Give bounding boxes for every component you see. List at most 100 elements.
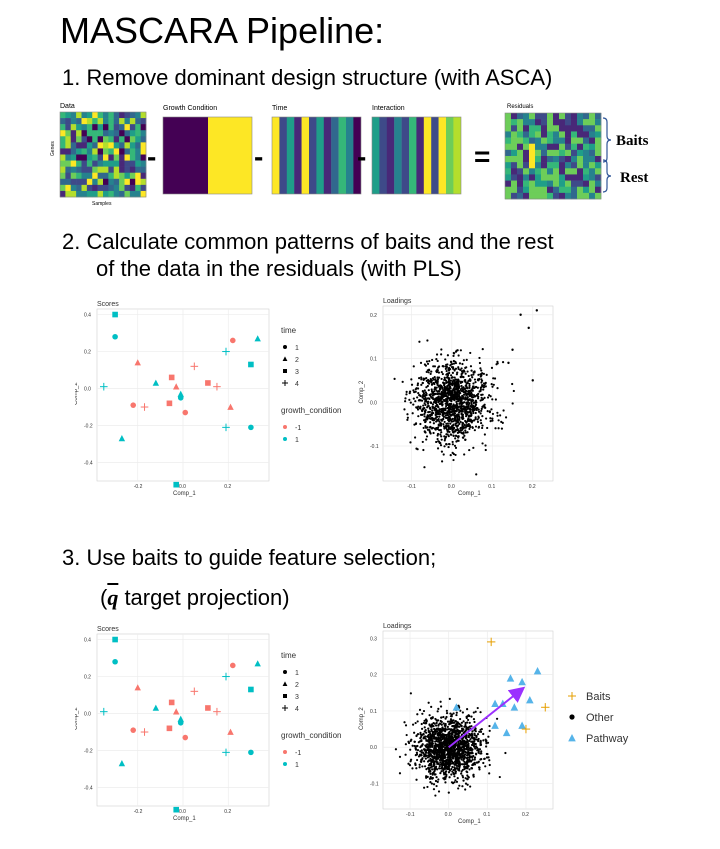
loading-point — [445, 712, 449, 715]
loading-point — [456, 755, 459, 758]
loading-point — [446, 720, 450, 723]
loading-point — [457, 439, 460, 442]
loading-point — [483, 403, 486, 406]
loading-point — [449, 737, 453, 740]
loading-point — [445, 392, 448, 395]
residuals-heatmap-cell — [553, 156, 560, 163]
time-heatmap-stripe — [272, 117, 280, 194]
loading-outlier — [527, 326, 530, 330]
loading-point — [449, 389, 452, 393]
loading-point — [427, 770, 431, 773]
loading-point — [432, 788, 436, 791]
loading-point — [464, 372, 467, 375]
data-heatmap-cell — [97, 142, 104, 149]
residuals-heatmap-cell — [583, 149, 590, 157]
loading-point — [482, 384, 486, 387]
data-heatmap-cell — [103, 118, 109, 125]
residuals-heatmap-cell — [577, 125, 584, 132]
loading-point — [453, 419, 456, 422]
residuals-heatmap-cell — [535, 174, 542, 181]
y-tick-label: 0.1 — [370, 709, 377, 715]
loading-point — [476, 420, 480, 424]
loading-point — [459, 396, 462, 400]
score-point — [112, 333, 118, 340]
loading-point — [451, 443, 454, 446]
loading-point — [465, 410, 469, 413]
data-heatmap-cell — [113, 172, 120, 180]
loading-point — [479, 412, 482, 415]
loading-point — [480, 421, 483, 425]
loading-point — [446, 742, 449, 745]
data-heatmap-cell — [113, 112, 120, 119]
loading-point — [462, 751, 465, 754]
residuals-heatmap-cell — [511, 168, 518, 175]
loading-point — [445, 422, 448, 425]
data-heatmap-cell — [65, 154, 72, 161]
data-heatmap-cell — [86, 136, 93, 143]
loading-point — [458, 756, 461, 759]
loading-point — [442, 453, 445, 456]
loading-point — [433, 375, 436, 379]
loading-point — [437, 401, 440, 404]
loading-point — [441, 365, 444, 368]
loading-point — [406, 416, 409, 419]
loading-point — [465, 745, 468, 748]
loading-point — [468, 407, 471, 410]
loading-point — [453, 376, 456, 379]
loading-point — [443, 737, 446, 741]
loading-point — [418, 753, 422, 756]
loading-point — [456, 725, 459, 728]
legend-baits-symbol — [568, 692, 576, 700]
loading-point — [469, 785, 472, 788]
residuals-heatmap-cell — [577, 174, 584, 181]
loading-point — [448, 386, 451, 390]
loading-point — [444, 717, 447, 720]
data-heatmap-cell — [97, 124, 104, 131]
loading-point — [473, 742, 476, 746]
loading-point — [437, 728, 441, 731]
loading-point — [449, 715, 453, 718]
data-heatmap-cell — [86, 130, 93, 137]
loading-point — [451, 765, 454, 769]
loading-point — [460, 412, 463, 416]
loading-point — [445, 735, 448, 739]
data-heatmap-cell — [135, 184, 141, 192]
loading-point — [428, 397, 431, 400]
residuals-heatmap-cell — [571, 174, 578, 181]
loading-point — [441, 394, 445, 397]
residuals-heatmap-cell — [583, 143, 590, 151]
residuals-heatmap-cell — [595, 162, 602, 169]
score-point — [173, 383, 180, 390]
data-heatmap-cell — [108, 124, 115, 131]
loading-point — [494, 398, 497, 401]
loading-point — [472, 711, 475, 714]
loading-point — [448, 697, 451, 700]
data-heatmap-cell — [124, 112, 131, 119]
loading-point — [423, 406, 426, 410]
loading-point — [429, 781, 432, 784]
residuals-heatmap-cell — [523, 180, 530, 188]
loading-point — [461, 436, 464, 439]
loading-point — [424, 751, 428, 754]
loading-point — [436, 404, 439, 408]
loading-point — [488, 759, 491, 762]
loading-point — [468, 754, 471, 758]
loading-point — [482, 372, 485, 375]
data-heatmap-cell — [140, 184, 147, 192]
data-heatmap-cell — [140, 148, 147, 155]
residuals-heatmap-cell — [571, 192, 578, 200]
data-heatmap-cell — [124, 142, 131, 149]
loading-point — [414, 436, 417, 439]
loading-point — [454, 424, 457, 427]
loading-point — [436, 730, 439, 733]
loading-point — [481, 384, 484, 387]
loading-point — [460, 758, 463, 761]
loading-point — [436, 415, 439, 418]
residuals-heatmap-cell — [571, 180, 578, 188]
loading-point — [443, 376, 446, 379]
residuals-heatmap-cell — [541, 192, 548, 200]
residuals-heatmap-cell — [541, 149, 548, 157]
loading-point — [483, 405, 486, 409]
loading-outlier — [519, 313, 522, 316]
loading-point — [459, 730, 462, 733]
